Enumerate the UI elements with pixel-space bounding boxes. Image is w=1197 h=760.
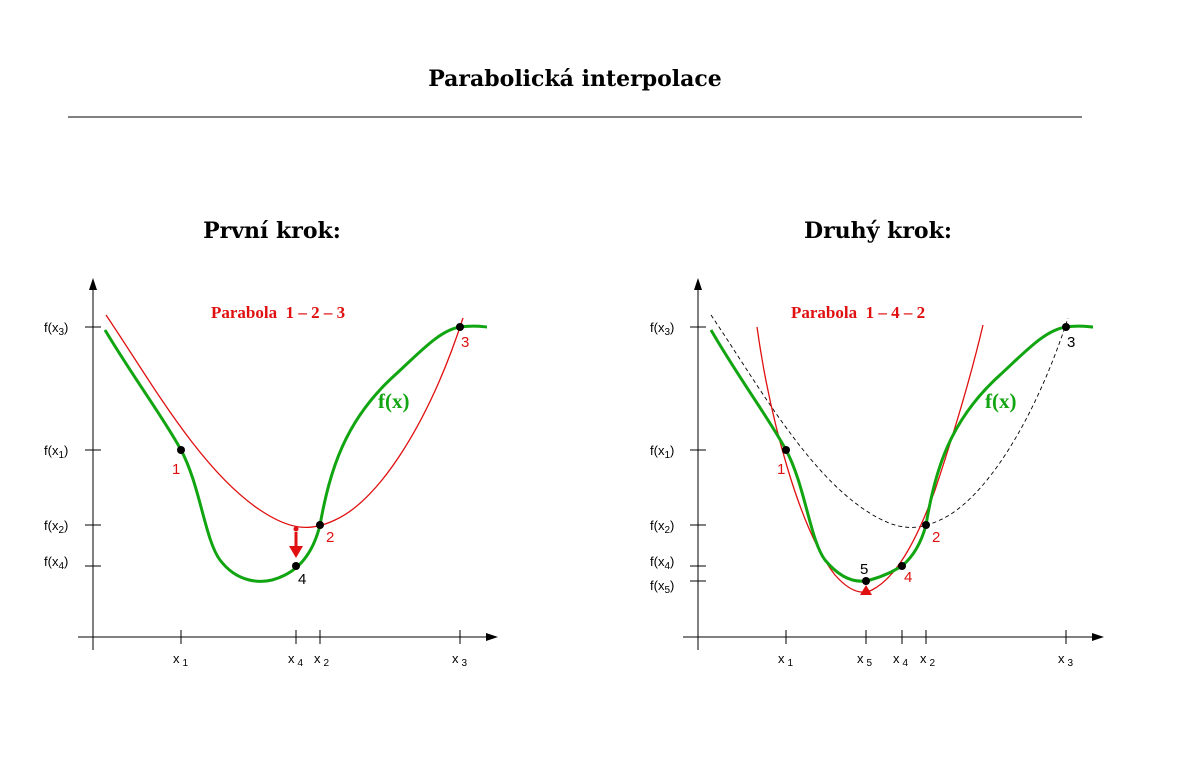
fx-label-right: f(x) xyxy=(985,389,1016,413)
parabola-label-left: Parabola 1 – 2 – 3 xyxy=(211,303,345,322)
parabola-label-right: Parabola 1 – 4 – 2 xyxy=(791,303,925,322)
point-label-5-right: 5 xyxy=(860,561,868,578)
y-tick-label-fx3-r: f(x3) xyxy=(650,320,674,338)
panel-second-step: Druhý krok: f(x3) f(x1) f(x2) f(x4) f(x5… xyxy=(650,218,1104,669)
panel-title-second: Druhý krok: xyxy=(804,218,952,244)
y-tick-label-fx1-r: f(x1) xyxy=(650,443,674,461)
y-tick-label-fx5-r: f(x5) xyxy=(650,578,674,596)
point-3-left xyxy=(456,323,464,331)
y-tick-label-fx2: f(x2) xyxy=(44,518,68,536)
point-label-3-right: 3 xyxy=(1067,334,1075,351)
point-label-2-right: 2 xyxy=(932,529,940,546)
point-3-right xyxy=(1062,323,1070,331)
previous-parabola-dashed xyxy=(710,314,1069,528)
fx-label-left: f(x) xyxy=(378,389,409,413)
point-label-4-left: 4 xyxy=(298,571,306,588)
point-2-right xyxy=(922,521,930,529)
arrow-head-up xyxy=(860,585,872,595)
point-4-right xyxy=(898,562,906,570)
x-axis-arrow-right xyxy=(1092,633,1104,641)
point-label-1-left: 1 xyxy=(172,461,180,478)
arrow-head-down xyxy=(289,546,303,558)
parabola-curve-right xyxy=(756,324,984,593)
panel-title-first: První krok: xyxy=(203,218,341,244)
y-tick-label-fx4: f(x4) xyxy=(44,554,68,572)
point-2-left xyxy=(316,521,324,529)
y-tick-label-fx4-r: f(x4) xyxy=(650,554,674,572)
y-tick-label-fx1: f(x1) xyxy=(44,443,68,461)
y-axis-arrow-left xyxy=(89,278,97,290)
point-label-4-right: 4 xyxy=(904,569,912,586)
main-title: Parabolická interpolace xyxy=(428,66,722,92)
y-axis-arrow-right xyxy=(694,278,702,290)
y-tick-label-fx3: f(x3) xyxy=(44,320,68,338)
point-label-2-left: 2 xyxy=(326,529,334,546)
point-4-left xyxy=(292,562,300,570)
point-5-right xyxy=(862,577,870,585)
point-label-3-left: 3 xyxy=(461,334,469,351)
y-tick-label-fx2-r: f(x2) xyxy=(650,518,674,536)
point-1-right xyxy=(782,446,790,454)
point-1-left xyxy=(177,446,185,454)
parabola-curve-left xyxy=(105,314,464,529)
parabola-min-dot-left xyxy=(293,526,299,532)
point-label-1-right: 1 xyxy=(777,461,785,478)
fx-curve-right xyxy=(709,324,1094,583)
x-axis-arrow-left xyxy=(486,633,498,641)
